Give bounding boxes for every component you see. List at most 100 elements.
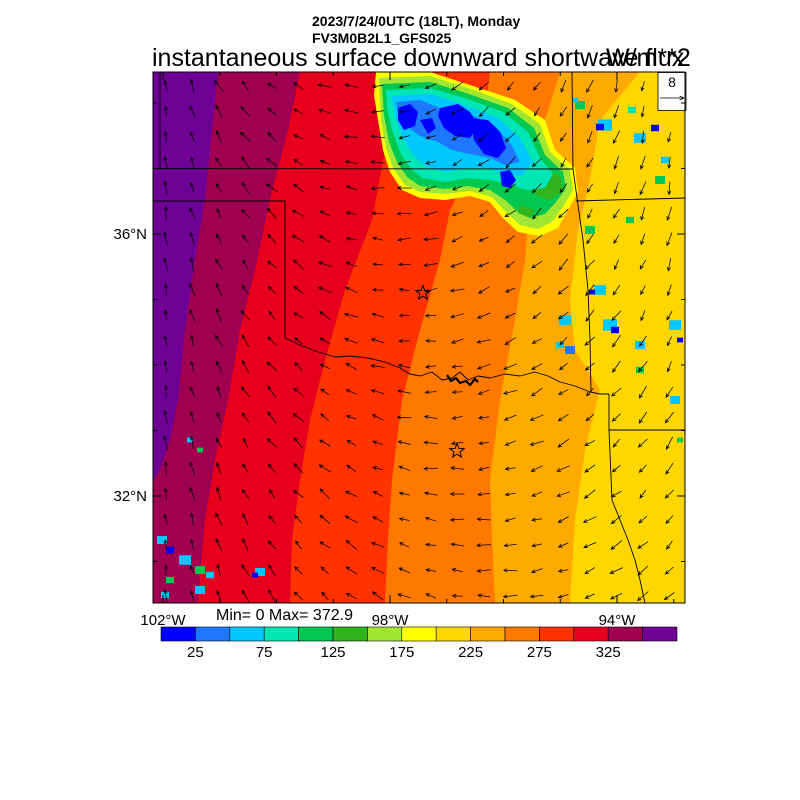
wind-vector xyxy=(266,83,277,89)
wind-vector xyxy=(163,539,168,551)
wind-vector xyxy=(505,156,516,169)
wind-vector xyxy=(610,540,623,550)
wind-vector xyxy=(291,235,305,243)
wind-vector xyxy=(533,132,541,143)
wind-vector xyxy=(319,160,330,165)
wind-vector xyxy=(190,182,195,194)
wind-vector xyxy=(504,466,516,471)
wind-vector xyxy=(398,84,410,89)
wind-vector xyxy=(189,461,196,476)
wind-vector xyxy=(371,312,384,318)
wind-vector xyxy=(267,233,277,244)
wind-vector xyxy=(396,211,412,216)
wind-vector xyxy=(190,334,195,347)
wind-vector xyxy=(424,83,437,89)
wind-vector xyxy=(586,234,594,245)
wind-vector xyxy=(345,592,357,600)
wind-vector xyxy=(666,206,673,221)
wind-vector xyxy=(667,336,672,347)
wind-vector xyxy=(267,336,277,346)
wind-vector xyxy=(189,256,195,272)
cloud-patch xyxy=(572,97,578,103)
cloud-patch xyxy=(195,586,205,594)
wind-vector xyxy=(450,108,464,115)
wind-vector xyxy=(425,160,437,165)
wind-vector xyxy=(163,79,168,92)
wind-vector xyxy=(476,543,492,548)
wind-vector xyxy=(215,282,223,297)
wind-vector xyxy=(345,415,357,420)
wind-vector xyxy=(531,491,543,497)
wind-vector xyxy=(449,288,465,293)
wind-vector xyxy=(582,516,597,523)
wind-vector xyxy=(163,283,168,296)
wind-vector xyxy=(640,310,646,322)
wind-vector xyxy=(665,462,674,475)
wind-vector xyxy=(215,538,223,552)
wind-vector xyxy=(371,567,385,574)
wind-vector xyxy=(425,338,437,343)
colorbar-label: 75 xyxy=(256,644,273,661)
wind-vector xyxy=(163,487,168,500)
cloud-patch xyxy=(655,176,665,184)
wind-vector xyxy=(557,438,570,448)
vector-reference-box: 8 xyxy=(657,72,687,111)
wind-vector xyxy=(189,386,196,397)
wind-vector xyxy=(320,413,330,422)
wind-vector xyxy=(163,461,168,476)
wind-vector xyxy=(343,312,359,318)
wind-vector xyxy=(638,385,647,399)
wind-vector xyxy=(557,568,569,573)
wind-vector xyxy=(584,464,596,473)
wind-vector xyxy=(559,106,568,117)
wind-vector xyxy=(613,155,619,170)
wind-vector xyxy=(372,516,384,523)
wind-vector xyxy=(344,286,358,294)
latitude-label: 36°N xyxy=(113,226,147,243)
reference-magnitude: 8 xyxy=(668,74,676,90)
wind-vector xyxy=(476,339,491,344)
colorbar-swatch xyxy=(332,626,368,642)
cloud-patch xyxy=(575,101,585,109)
wind-vector xyxy=(613,234,620,245)
wind-vector xyxy=(477,492,491,497)
wind-vector xyxy=(586,104,593,119)
wind-vector xyxy=(423,237,439,242)
wind-vector xyxy=(189,486,196,501)
wind-vector xyxy=(637,591,649,602)
wind-vector xyxy=(638,515,648,524)
wind-vector xyxy=(345,211,357,216)
wind-vector xyxy=(666,361,672,373)
wind-vector xyxy=(478,466,490,471)
cloud-patch xyxy=(598,119,612,131)
wind-vector xyxy=(533,81,541,91)
wind-vector xyxy=(397,363,411,369)
colorbar-swatch xyxy=(195,626,231,642)
wind-vector xyxy=(640,81,645,92)
wind-vector xyxy=(584,593,595,599)
wind-vector xyxy=(372,440,384,445)
wind-vector xyxy=(450,466,465,471)
wind-vector xyxy=(216,386,221,398)
wind-vector xyxy=(637,541,649,549)
wind-vector xyxy=(666,258,672,272)
wind-vector xyxy=(190,435,195,450)
wind-vector xyxy=(397,237,411,242)
wind-vector xyxy=(612,334,621,348)
wind-vector xyxy=(587,130,593,144)
cloud-patch xyxy=(661,156,669,164)
wind-vector xyxy=(505,107,516,116)
wind-vector xyxy=(189,411,195,424)
wind-vector xyxy=(425,135,436,140)
wind-vector xyxy=(559,337,568,346)
cloud-patch xyxy=(195,566,205,574)
wind-vector xyxy=(240,310,251,321)
wind-vector xyxy=(583,542,597,549)
wind-vector xyxy=(398,338,411,344)
wind-vector xyxy=(666,540,673,550)
wind-vector xyxy=(215,334,223,347)
wind-vector xyxy=(372,262,384,267)
wind-vector xyxy=(241,589,250,602)
wind-vector xyxy=(163,435,169,450)
cloud-patch xyxy=(161,591,169,599)
